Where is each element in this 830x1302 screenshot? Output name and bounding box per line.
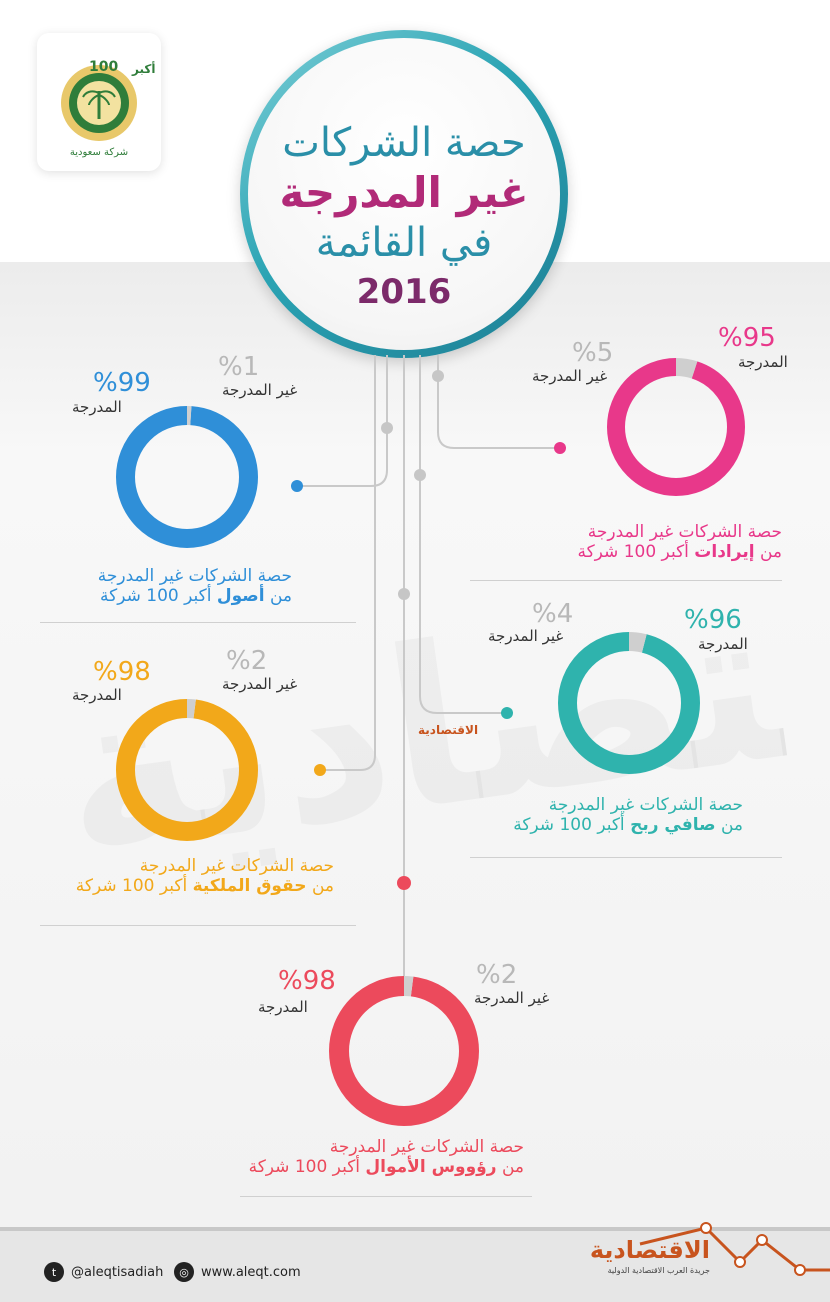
capital-donut-svg xyxy=(329,976,479,1126)
revenues-dot xyxy=(554,442,566,454)
equity-unlisted-label: غير المدرجة xyxy=(222,675,298,693)
capital-dot xyxy=(397,876,411,890)
donut-assets xyxy=(114,404,260,550)
revenues-listed-label: المدرجة xyxy=(738,353,788,371)
revenues-listed-pct: %95 xyxy=(718,323,776,353)
profit-desc-prefix: من xyxy=(720,815,743,835)
revenues-unlisted-segment xyxy=(607,358,745,496)
website-url: www.aleqt.com xyxy=(201,1264,301,1280)
profit-listed-pct: %96 xyxy=(684,605,742,635)
title-line-2: غير المدرجة xyxy=(279,168,529,217)
footer-brand-tagline: جريدة العرب الاقتصادية الدولية xyxy=(607,1266,710,1275)
top-100-logo: 100 أكبر شركة سعودية xyxy=(37,33,161,171)
logo-text-bottom: شركة سعودية xyxy=(70,147,128,158)
revenues-donut-svg xyxy=(607,358,745,496)
assets-donut-svg xyxy=(116,406,258,548)
footer-brand: الاقتصادية جريدة العرب الاقتصادية الدولي… xyxy=(580,1236,710,1275)
net_profit-unlisted-segment xyxy=(558,632,700,774)
profit-desc-bold: صافي ربح xyxy=(630,815,716,835)
capital-desc-suffix: أكبر 100 شركة xyxy=(248,1157,361,1177)
divider-equity xyxy=(40,925,356,926)
capital-unlisted-pct: %2 xyxy=(476,960,518,990)
assets-unlisted-segment xyxy=(116,406,258,548)
footer-brand-name: الاقتصادية xyxy=(589,1236,710,1264)
divider-revenues xyxy=(470,580,782,581)
divider-assets xyxy=(40,622,356,623)
equity-listed-label: المدرجة xyxy=(72,686,122,704)
mid-brand-mark: الاقتصادية xyxy=(418,723,479,737)
profit-description: حصة الشركات غير المدرجة من صافي ربح أكبر… xyxy=(505,795,743,835)
equity-desc-suffix: أكبر 100 شركة xyxy=(75,876,188,896)
assets-listed-label: المدرجة xyxy=(72,398,122,416)
profit-listed-label: المدرجة xyxy=(698,635,748,653)
donut-net-profit xyxy=(556,630,702,776)
assets-desc-line1: حصة الشركات غير المدرجة xyxy=(97,566,292,586)
capital-desc-prefix: من xyxy=(501,1157,524,1177)
assets-unlisted-label: غير المدرجة xyxy=(222,381,298,399)
capital-listed-pct: %98 xyxy=(278,966,336,996)
divider-capital xyxy=(240,1196,532,1197)
capital-desc-line1: حصة الشركات غير المدرجة xyxy=(329,1137,524,1157)
equity-unlisted-pct: %2 xyxy=(226,646,268,676)
profit-unlisted-label: غير المدرجة xyxy=(488,627,564,645)
capital-desc-bold: رؤووس الأموال xyxy=(365,1157,497,1177)
assets-listed-pct: %99 xyxy=(93,368,151,398)
title-line-3: في القائمة xyxy=(315,220,493,266)
profit-unlisted-pct: %4 xyxy=(532,599,574,629)
equity-desc-bold: حقوق الملكية xyxy=(192,876,307,896)
revenues-desc-line1: حصة الشركات غير المدرجة xyxy=(587,522,782,542)
profit-desc-line1: حصة الشركات غير المدرجة xyxy=(548,795,743,815)
assets-dot xyxy=(291,480,303,492)
equity-donut-svg xyxy=(116,699,258,841)
revenues-unlisted-pct: %5 xyxy=(572,338,614,368)
equity-desc-prefix: من xyxy=(311,876,334,896)
assets-desc-prefix: من xyxy=(269,586,292,606)
logo-text-top: أكبر xyxy=(131,61,155,76)
equity-desc-line1: حصة الشركات غير المدرجة xyxy=(139,856,334,876)
donut-revenues xyxy=(605,356,747,498)
revenues-unlisted-label: غير المدرجة xyxy=(532,367,608,385)
revenues-desc-prefix: من xyxy=(759,542,782,562)
assets-desc-suffix: أكبر 100 شركة xyxy=(100,586,212,606)
assets-desc-bold: أصول xyxy=(216,586,265,606)
title-line-1: حصة الشركات xyxy=(282,120,526,166)
logo-number: 100 xyxy=(89,59,118,75)
equity-description: حصة الشركات غير المدرجة من حقوق الملكية … xyxy=(48,856,334,896)
profit-dot xyxy=(501,707,513,719)
footer-bar xyxy=(0,1227,830,1302)
profit-desc-suffix: أكبر 100 شركة xyxy=(513,815,625,835)
website-link[interactable]: ◎ www.aleqt.com xyxy=(174,1262,301,1282)
title-year: 2016 xyxy=(356,272,452,312)
equity-unlisted-segment xyxy=(116,699,258,841)
capital-unlisted-segment xyxy=(329,976,479,1126)
title-circle: حصة الشركات غير المدرجة في القائمة 2016 xyxy=(248,38,560,350)
revenues-desc-suffix: أكبر 100 شركة xyxy=(577,542,689,562)
twitter-icon: t xyxy=(44,1262,64,1282)
assets-unlisted-pct: %1 xyxy=(218,352,260,382)
capital-description: حصة الشركات غير المدرجة من رؤووس الأموال… xyxy=(249,1137,524,1177)
equity-dot xyxy=(314,764,326,776)
globe-icon: ◎ xyxy=(174,1262,194,1282)
twitter-handle: @aleqtisadiah xyxy=(71,1264,164,1280)
divider-profit xyxy=(470,857,782,858)
twitter-link[interactable]: t @aleqtisadiah xyxy=(44,1262,163,1282)
donut-equity xyxy=(114,697,260,843)
capital-listed-label: المدرجة xyxy=(258,998,308,1016)
revenues-desc-bold: إيرادات xyxy=(694,542,755,562)
equity-listed-pct: %98 xyxy=(93,657,151,687)
assets-description: حصة الشركات غير المدرجة من أصول أكبر 100… xyxy=(60,566,292,606)
net_profit-donut-svg xyxy=(558,632,700,774)
capital-unlisted-label: غير المدرجة xyxy=(474,989,550,1007)
palm-emblem-icon: 100 أكبر شركة سعودية xyxy=(61,59,155,158)
revenues-description: حصة الشركات غير المدرجة من إيرادات أكبر … xyxy=(540,522,782,562)
donut-capital xyxy=(327,974,481,1128)
footer-stripe xyxy=(0,1227,830,1231)
